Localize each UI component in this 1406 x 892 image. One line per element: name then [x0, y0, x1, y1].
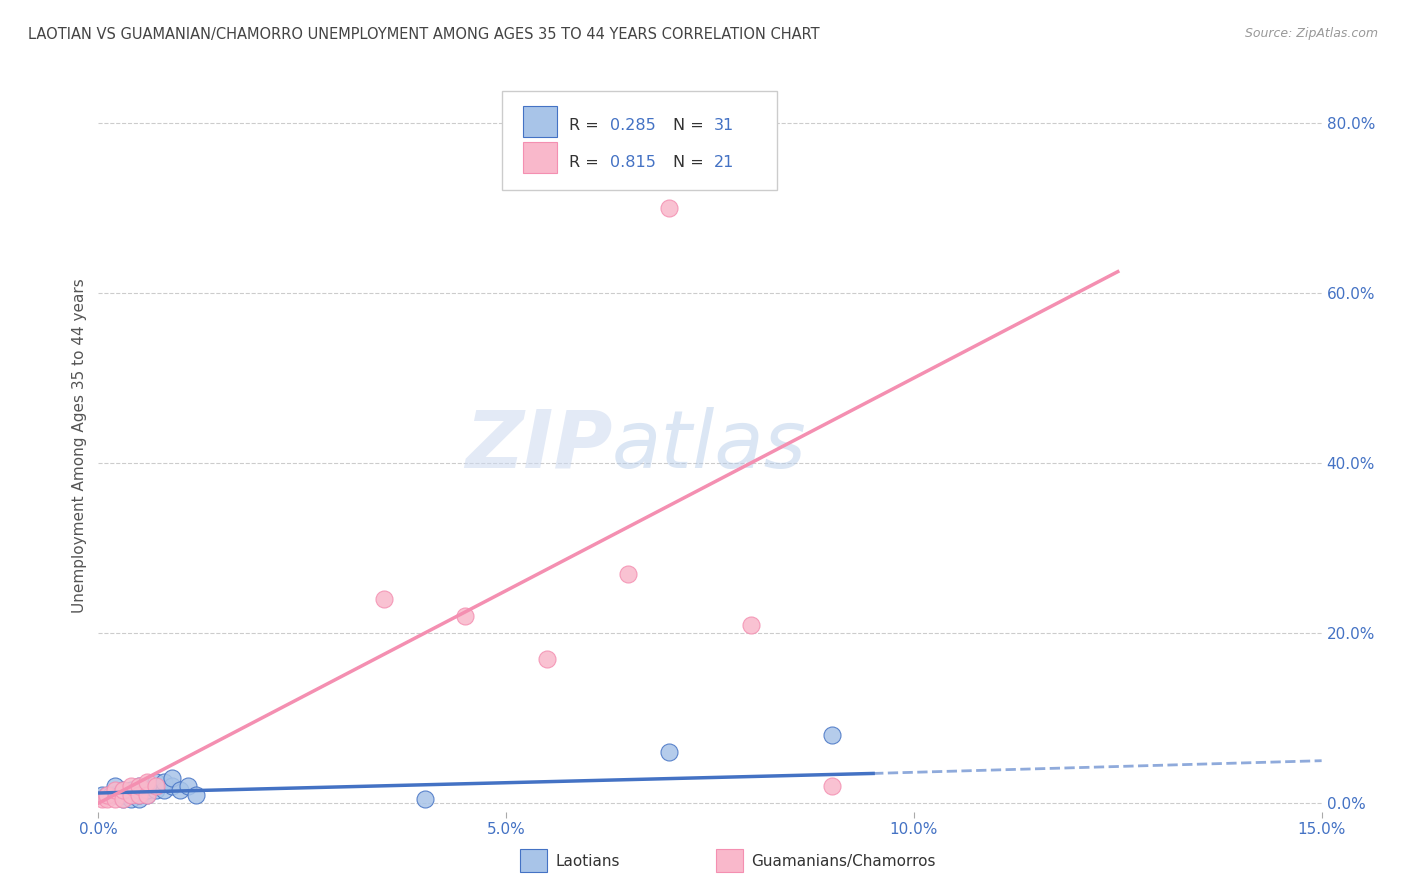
- FancyBboxPatch shape: [523, 143, 557, 173]
- FancyBboxPatch shape: [520, 849, 547, 872]
- Point: [111, 783, 134, 797]
- Text: Source: ZipAtlas.com: Source: ZipAtlas.com: [1244, 27, 1378, 40]
- FancyBboxPatch shape: [716, 849, 742, 872]
- Point: [104, 792, 127, 806]
- Point: [136, 775, 159, 789]
- Point: [120, 788, 142, 802]
- Text: ZIP: ZIP: [465, 407, 612, 485]
- Point: [145, 779, 167, 793]
- Point: [152, 783, 174, 797]
- Point: [177, 779, 200, 793]
- Text: Guamanians/Chamorros: Guamanians/Chamorros: [752, 854, 936, 869]
- Text: 0.815: 0.815: [610, 154, 655, 169]
- Point: [821, 779, 844, 793]
- Y-axis label: Unemployment Among Ages 35 to 44 years: Unemployment Among Ages 35 to 44 years: [72, 278, 87, 614]
- Point: [617, 566, 640, 581]
- Text: R =: R =: [569, 154, 605, 169]
- Point: [136, 779, 159, 793]
- Point: [108, 788, 131, 802]
- Point: [160, 771, 183, 785]
- Point: [128, 779, 150, 793]
- Point: [104, 788, 127, 802]
- Point: [100, 788, 122, 802]
- Point: [821, 728, 844, 742]
- Point: [128, 783, 150, 797]
- Point: [128, 788, 150, 802]
- Point: [96, 792, 118, 806]
- Point: [145, 783, 167, 797]
- Point: [658, 745, 681, 759]
- FancyBboxPatch shape: [523, 106, 557, 136]
- Point: [160, 779, 183, 793]
- Point: [136, 788, 159, 802]
- Text: 31: 31: [714, 118, 734, 133]
- Point: [186, 788, 208, 802]
- Text: Laotians: Laotians: [555, 854, 620, 869]
- Point: [128, 792, 150, 806]
- Point: [111, 792, 134, 806]
- Point: [128, 788, 150, 802]
- Point: [169, 783, 191, 797]
- Point: [128, 779, 150, 793]
- Point: [658, 201, 681, 215]
- Point: [120, 779, 142, 793]
- Point: [96, 788, 118, 802]
- Point: [120, 783, 142, 797]
- Text: N =: N =: [673, 154, 709, 169]
- Point: [91, 792, 114, 806]
- Text: atlas: atlas: [612, 407, 807, 485]
- Text: N =: N =: [673, 118, 709, 133]
- Text: R =: R =: [569, 118, 605, 133]
- Point: [96, 788, 118, 802]
- Point: [111, 788, 134, 802]
- Point: [136, 783, 159, 797]
- Text: LAOTIAN VS GUAMANIAN/CHAMORRO UNEMPLOYMENT AMONG AGES 35 TO 44 YEARS CORRELATION: LAOTIAN VS GUAMANIAN/CHAMORRO UNEMPLOYME…: [28, 27, 820, 42]
- Point: [120, 792, 142, 806]
- Text: 21: 21: [714, 154, 734, 169]
- Point: [145, 775, 167, 789]
- FancyBboxPatch shape: [502, 91, 778, 190]
- Point: [120, 788, 142, 802]
- Point: [373, 592, 395, 607]
- Point: [136, 788, 159, 802]
- Point: [104, 779, 127, 793]
- Point: [536, 651, 558, 665]
- Text: 0.285: 0.285: [610, 118, 655, 133]
- Point: [104, 783, 127, 797]
- Point: [111, 792, 134, 806]
- Point: [413, 792, 436, 806]
- Point: [454, 609, 477, 624]
- Point: [91, 788, 114, 802]
- Point: [740, 617, 762, 632]
- Point: [152, 775, 174, 789]
- Point: [111, 783, 134, 797]
